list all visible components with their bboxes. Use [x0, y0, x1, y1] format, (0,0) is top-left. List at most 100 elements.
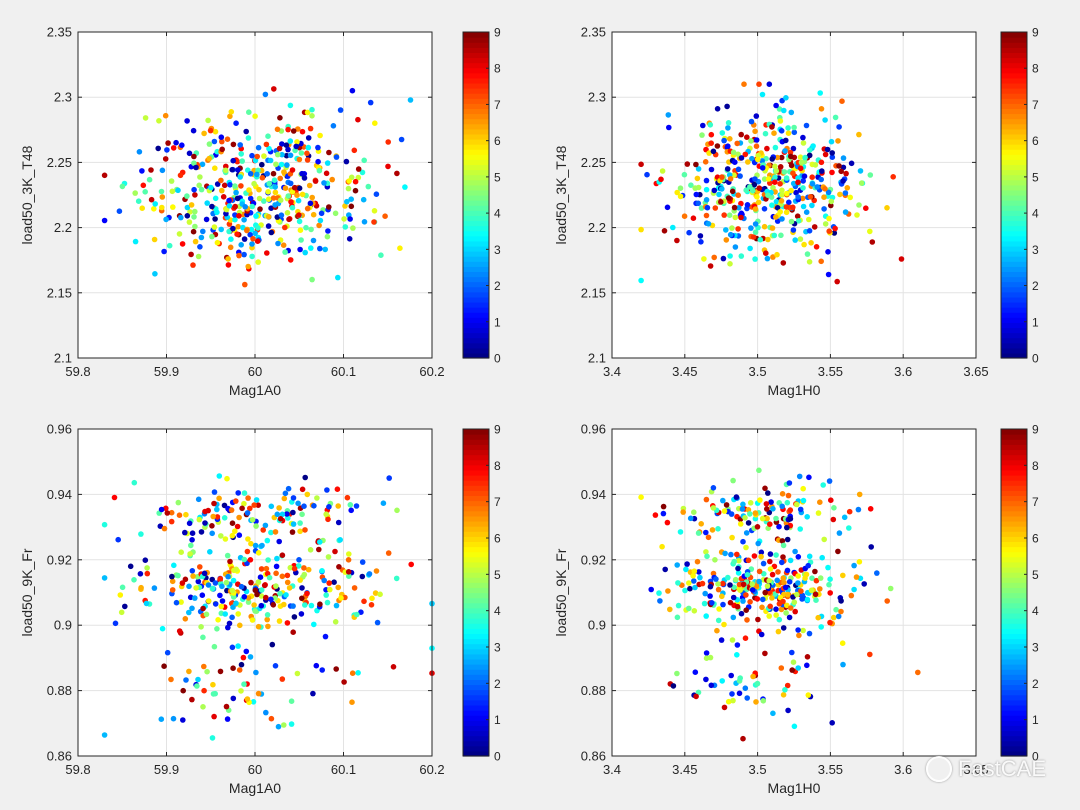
scatter-point	[726, 212, 733, 218]
scatter-point	[737, 587, 743, 593]
x-tick-label: 59.9	[154, 364, 179, 379]
scatter-point	[802, 154, 808, 161]
scatter-point	[214, 148, 220, 155]
scatter-point	[366, 571, 373, 577]
scatter-point	[779, 503, 785, 510]
scatter-point	[216, 473, 223, 479]
scatter-point	[254, 238, 261, 244]
scatter-point	[232, 203, 238, 210]
scatter-point	[214, 209, 220, 216]
scatter-point	[664, 519, 671, 526]
scatter-point	[795, 580, 801, 586]
scatter-point	[258, 593, 265, 599]
scatter-point	[734, 642, 741, 648]
scatter-point	[764, 255, 771, 262]
scatter-point	[738, 610, 745, 617]
scatter-point	[729, 637, 736, 643]
scatter-point	[361, 157, 368, 164]
scatter-point	[279, 573, 286, 580]
scatter-point	[304, 205, 311, 212]
scatter-point	[307, 200, 314, 207]
scatter-point	[767, 566, 774, 572]
x-tick-label: 3.6	[894, 364, 912, 379]
scatter-point	[720, 255, 727, 262]
colorbar-tick-label: 1	[1032, 713, 1039, 727]
scatter-point	[274, 151, 281, 158]
scatter-point	[175, 572, 181, 579]
scatter-point	[753, 699, 759, 705]
scatter-point	[785, 125, 791, 131]
colorbar-segment	[1001, 449, 1027, 456]
colorbar-tick-label: 3	[494, 641, 501, 655]
colorbar-segment	[463, 643, 489, 650]
colorbar-tick-label: 9	[494, 26, 501, 40]
colorbar-tick-label: 4	[494, 207, 501, 221]
scatter-point	[225, 624, 231, 631]
scatter-point	[758, 549, 765, 556]
scatter-point	[169, 188, 176, 195]
colorbar-segment	[463, 189, 489, 196]
scatter-point	[790, 659, 797, 665]
colorbar-segment	[463, 235, 489, 242]
colorbar-segment	[463, 317, 489, 323]
colorbar-tick-label: 4	[1032, 207, 1039, 221]
scatter-point	[276, 538, 283, 545]
scatter-point	[709, 527, 716, 533]
colorbar-segment	[463, 459, 489, 466]
scatter-point	[255, 550, 262, 556]
scatter-point	[703, 549, 709, 555]
scatter-point	[721, 508, 728, 514]
colorbar-segment	[1001, 725, 1027, 732]
scatter-point	[825, 189, 832, 196]
scatter-point	[299, 595, 305, 602]
scatter-point	[760, 560, 767, 567]
scatter-point	[229, 587, 236, 594]
scatter-point	[186, 583, 192, 590]
colorbar-segment	[463, 439, 489, 445]
scatter-point	[756, 467, 762, 474]
colorbar-segment	[463, 679, 489, 686]
scatter-point	[212, 165, 218, 171]
scatter-point	[785, 492, 792, 499]
colorbar-tick-label: 2	[494, 279, 501, 293]
scatter-point	[191, 153, 197, 160]
scatter-point	[393, 575, 400, 582]
scatter-point	[736, 557, 742, 564]
colorbar-segment	[1001, 561, 1027, 568]
scatter-point	[203, 611, 210, 618]
scatter-point	[756, 185, 763, 191]
scatter-point	[191, 214, 197, 220]
scatter-point	[204, 668, 210, 675]
scatter-point	[748, 118, 755, 125]
scatter-point	[809, 575, 815, 581]
scatter-point	[838, 168, 844, 175]
scatter-point	[252, 587, 259, 594]
y-tick-label: 2.2	[588, 220, 606, 235]
scatter-point	[341, 216, 347, 222]
scatter-point	[227, 113, 233, 120]
colorbar-segment	[1001, 515, 1027, 522]
scatter-point	[346, 551, 352, 557]
scatter-point	[259, 542, 265, 549]
scatter-point	[714, 627, 720, 634]
scatter-point	[250, 699, 257, 705]
scatter-point	[180, 687, 186, 694]
scatter-point	[687, 585, 693, 592]
scatter-point	[290, 521, 297, 527]
scatter-point	[692, 584, 698, 591]
scatter-point	[264, 171, 271, 177]
scatter-point	[797, 236, 804, 242]
scatter-point	[139, 168, 145, 174]
colorbar-segment	[1001, 536, 1027, 543]
scatter-point	[861, 581, 867, 587]
colorbar-segment	[1001, 352, 1027, 359]
scatter-point	[764, 145, 770, 152]
colorbar-tick-label: 8	[1032, 459, 1039, 473]
scatter-point	[732, 159, 738, 165]
scatter-point	[263, 141, 270, 148]
scatter-point	[281, 169, 287, 175]
scatter-point	[368, 602, 375, 608]
scatter-point	[304, 109, 311, 116]
scatter-point	[281, 495, 288, 502]
scatter-point	[342, 203, 348, 209]
